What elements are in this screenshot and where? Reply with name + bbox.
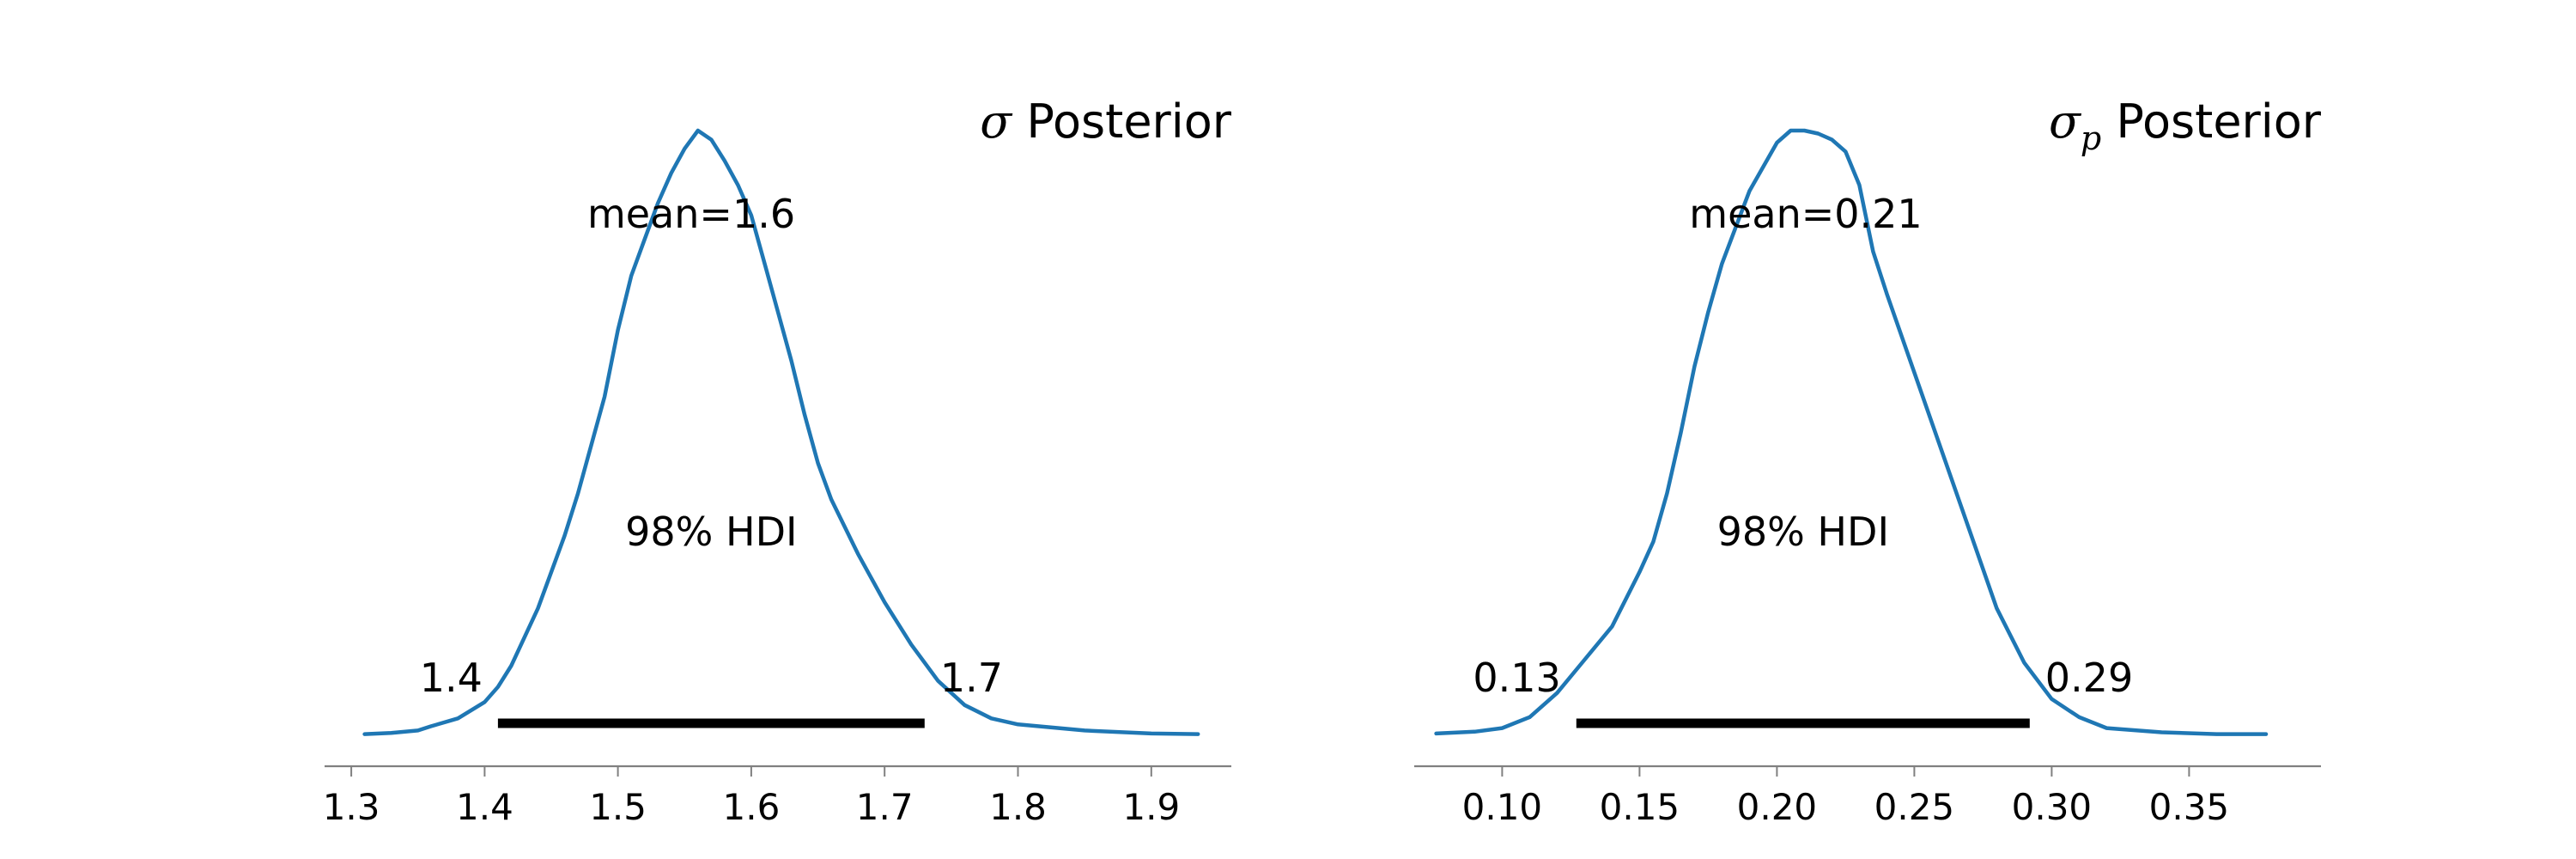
x-tick-label: 0.30 <box>2012 786 2093 828</box>
x-tick-label: 0.25 <box>1874 786 1955 828</box>
x-tick-label: 1.6 <box>723 786 781 828</box>
x-tick-label: 0.10 <box>1462 786 1543 828</box>
x-tick-label: 1.5 <box>589 786 647 828</box>
x-tick-label: 0.20 <box>1737 786 1818 828</box>
x-tick-label: 1.7 <box>856 786 914 828</box>
hdi-label: 98% HDI <box>625 509 797 555</box>
posterior-panels: 1.4 1.7 98% HDI mean=1.6 σ Posterior 1.3 1.4 1.… <box>323 94 2322 828</box>
density-curve <box>1434 128 2269 736</box>
x-tick-label: 1.8 <box>989 786 1047 828</box>
mean-label: mean=1.6 <box>587 191 795 237</box>
chart-title: σ Posterior <box>980 94 1231 149</box>
hdi-high-label: 0.29 <box>2045 655 2133 701</box>
title-subscript: p <box>2081 119 2101 157</box>
hdi-low-label: 0.13 <box>1473 655 1560 701</box>
title-symbol: σ <box>980 94 1013 149</box>
x-tick-label: 1.4 <box>456 786 513 828</box>
x-tick-label: 1.9 <box>1122 786 1180 828</box>
title-symbol: σ <box>2049 94 2082 149</box>
title-rest: Posterior <box>1012 94 1232 149</box>
mean-label: mean=0.21 <box>1689 191 1922 237</box>
x-tick-label: 0.35 <box>2149 786 2230 828</box>
density-curve <box>362 128 1200 736</box>
hdi-high-label: 1.7 <box>940 655 1003 701</box>
posterior-panel-1: 0.13 0.29 98% HDI mean=0.21 σp Posterior 0.10… <box>1414 94 2322 828</box>
x-tick-label: 1.3 <box>323 786 380 828</box>
title-rest: Posterior <box>2101 94 2322 149</box>
hdi-label: 98% HDI <box>1717 509 1889 555</box>
posterior-panel-0: 1.4 1.7 98% HDI mean=1.6 σ Posterior 1.3 1.4 1.… <box>323 94 1232 828</box>
x-tick-label: 0.15 <box>1600 786 1680 828</box>
chart-title: σp Posterior <box>2049 94 2322 157</box>
hdi-low-label: 1.4 <box>420 655 483 701</box>
